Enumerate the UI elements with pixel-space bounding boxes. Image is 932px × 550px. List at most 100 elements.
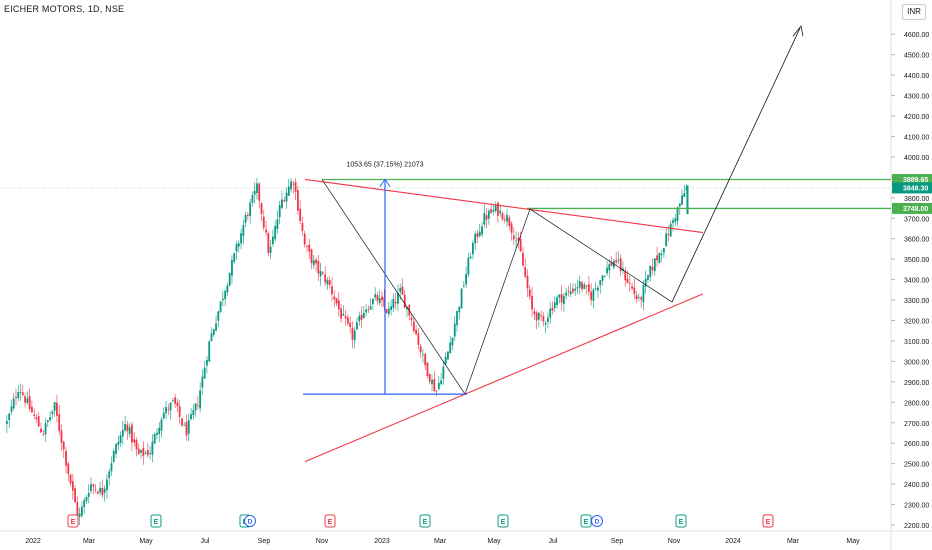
candle	[458, 305, 461, 320]
candle-body	[465, 273, 468, 285]
candle-body	[303, 233, 306, 245]
candle-body	[126, 424, 129, 432]
candle	[608, 259, 611, 279]
earnings-marker-icon[interactable]: E	[419, 514, 431, 528]
candle	[192, 404, 195, 420]
candle	[262, 209, 265, 231]
candle-body	[160, 419, 163, 431]
dividend-marker-letter: D	[595, 519, 600, 526]
candle	[110, 456, 113, 477]
candle	[531, 287, 533, 317]
candle	[287, 178, 290, 196]
candle	[515, 231, 518, 249]
earnings-marker-icon[interactable]: E	[324, 514, 336, 528]
candle-body	[497, 202, 499, 216]
candle	[278, 200, 281, 225]
earnings-marker-icon[interactable]: E	[150, 514, 162, 528]
candle	[647, 274, 649, 283]
candle-body	[594, 288, 597, 289]
candle	[385, 308, 388, 315]
candle-body	[412, 321, 415, 332]
candle-body	[637, 296, 640, 298]
candle-body	[35, 417, 38, 420]
candle	[637, 293, 640, 302]
candle	[651, 258, 654, 275]
candle	[453, 315, 456, 342]
candle	[299, 200, 302, 224]
time-tick-label: Mar	[434, 538, 447, 545]
candle	[119, 431, 122, 447]
candle	[583, 282, 586, 290]
candle-body	[467, 257, 470, 275]
candle	[633, 278, 636, 300]
candle	[408, 304, 411, 321]
candle-body	[381, 296, 383, 301]
earnings-marker-letter: E	[584, 519, 589, 526]
candle	[235, 240, 238, 261]
candle-body	[144, 452, 147, 454]
candle	[367, 305, 370, 313]
candle	[412, 317, 415, 334]
dividend-marker-icon[interactable]: D	[244, 515, 256, 527]
candle	[512, 227, 515, 246]
candle	[374, 287, 377, 301]
candle-body	[669, 223, 672, 237]
earnings-marker-icon[interactable]: E	[497, 514, 509, 528]
candle	[271, 229, 274, 247]
price-tick-label: 3500.00	[904, 257, 929, 264]
candle	[358, 311, 361, 326]
candle-body	[194, 403, 197, 411]
candle-body	[46, 420, 49, 423]
candle-body	[583, 284, 586, 290]
earnings-marker-icon[interactable]: E	[580, 514, 592, 528]
candle-body	[94, 489, 97, 491]
time-axis: 2022 Mar May Jul Sep Nov 2023 Mar May Jul Sep Nov 20…	[25, 538, 860, 545]
price-label-box	[892, 202, 932, 214]
candle	[569, 282, 572, 298]
earnings-marker-icon[interactable]: E	[675, 514, 687, 528]
dividend-marker-icon[interactable]: D	[591, 515, 603, 527]
drawings[interactable]: 1053.65 (37.15%) 21073	[0, 25, 891, 463]
candle	[42, 430, 45, 437]
measure-arrowhead	[379, 178, 391, 187]
measure-label: 1053.65 (37.15%) 21073	[346, 161, 423, 168]
candle	[71, 473, 74, 500]
candle	[487, 208, 490, 225]
candle-body	[53, 402, 56, 411]
candle	[321, 270, 324, 276]
event-markers[interactable]: EEEEEEEEEDD	[67, 514, 774, 528]
candle	[603, 275, 606, 278]
candle-body	[226, 285, 229, 293]
earnings-marker-icon[interactable]: E	[762, 514, 774, 528]
candle-body	[533, 311, 536, 315]
earnings-marker-frame	[324, 514, 336, 528]
time-tick-label: Sep	[611, 538, 624, 545]
candle	[351, 321, 354, 349]
price-tick-label: 3000.00	[904, 359, 929, 366]
earnings-marker-icon[interactable]: E	[67, 514, 79, 528]
candle-body	[667, 234, 670, 236]
currency-button[interactable]: INR	[902, 4, 926, 20]
candle	[533, 307, 536, 320]
candle	[237, 239, 240, 253]
candle	[303, 230, 306, 248]
candle-body	[649, 265, 652, 277]
candle	[217, 310, 220, 328]
candle	[456, 310, 458, 332]
candle-body	[233, 253, 236, 262]
candle-body	[569, 291, 572, 295]
candle-body	[390, 306, 392, 310]
upper-trendline	[304, 178, 704, 234]
candle	[249, 198, 252, 224]
candle	[115, 442, 117, 459]
time-tick-label: Sep	[258, 538, 271, 545]
candle-body	[271, 236, 274, 244]
candle-body	[281, 199, 283, 208]
candle	[478, 223, 481, 238]
candle	[656, 246, 658, 268]
candle-body	[492, 209, 495, 212]
candle-body	[462, 285, 465, 287]
candle	[631, 282, 633, 291]
price-tick-label: 2800.00	[904, 400, 929, 407]
